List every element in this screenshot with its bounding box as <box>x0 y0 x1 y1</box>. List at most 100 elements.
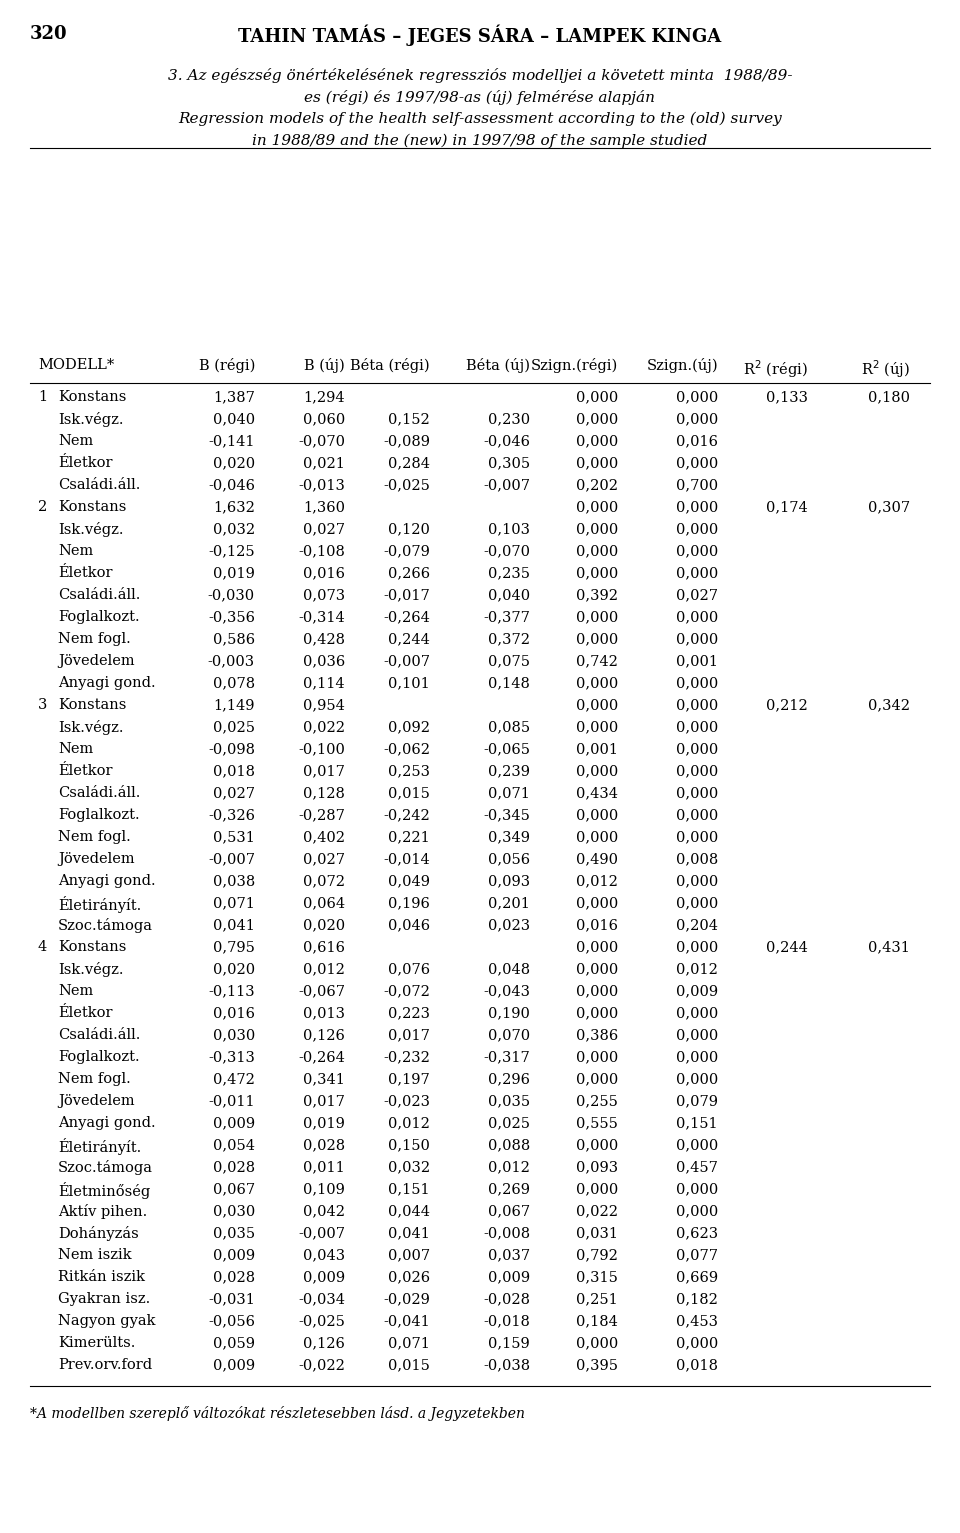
Text: 0,490: 0,490 <box>576 852 618 866</box>
Text: 0,000: 0,000 <box>676 1182 718 1196</box>
Text: 0,531: 0,531 <box>213 829 255 845</box>
Text: 0,120: 0,120 <box>388 523 430 537</box>
Text: *A modellben szereplő változókat részletesebben lásd. a Jegyzetekben: *A modellben szereplő változókat részlet… <box>30 1406 525 1421</box>
Text: -0,070: -0,070 <box>298 434 345 448</box>
Text: -0,313: -0,313 <box>208 1050 255 1064</box>
Text: Isk.végz.: Isk.végz. <box>58 523 124 537</box>
Text: Dohányzás: Dohányzás <box>58 1226 139 1242</box>
Text: in 1988/89 and the (new) in 1997/98 of the sample studied: in 1988/89 and the (new) in 1997/98 of t… <box>252 133 708 149</box>
Text: Családi.áll.: Családi.áll. <box>58 1029 140 1042</box>
Text: -0,041: -0,041 <box>383 1314 430 1328</box>
Text: 0,000: 0,000 <box>576 389 618 405</box>
Text: 0,114: 0,114 <box>303 676 345 690</box>
Text: Konstans: Konstans <box>58 500 127 514</box>
Text: 0,000: 0,000 <box>676 544 718 558</box>
Text: 0,071: 0,071 <box>213 895 255 911</box>
Text: 0,000: 0,000 <box>676 566 718 579</box>
Text: Konstans: Konstans <box>58 698 127 711</box>
Text: B (régi): B (régi) <box>199 359 255 373</box>
Text: -0,011: -0,011 <box>208 1095 255 1108</box>
Text: -0,017: -0,017 <box>383 589 430 602</box>
Text: 0,109: 0,109 <box>303 1182 345 1196</box>
Text: 0,742: 0,742 <box>576 655 618 668</box>
Text: Anyagi gond.: Anyagi gond. <box>58 676 156 690</box>
Text: Anyagi gond.: Anyagi gond. <box>58 1116 156 1130</box>
Text: -0,113: -0,113 <box>208 984 255 998</box>
Text: 0,000: 0,000 <box>676 895 718 911</box>
Text: 0,016: 0,016 <box>213 1006 255 1019</box>
Text: 0,067: 0,067 <box>488 1203 530 1219</box>
Text: 0,000: 0,000 <box>576 1137 618 1151</box>
Text: 0,000: 0,000 <box>676 389 718 405</box>
Text: 0,623: 0,623 <box>676 1226 718 1240</box>
Text: Életkor: Életkor <box>58 455 112 471</box>
Text: 0,030: 0,030 <box>213 1203 255 1219</box>
Text: -0,089: -0,089 <box>383 434 430 448</box>
Text: Szoc.támoga: Szoc.támoga <box>58 918 153 934</box>
Text: es (régi) és 1997/98-as (új) felmérése alapján: es (régi) és 1997/98-as (új) felmérése a… <box>304 90 656 104</box>
Text: 0,000: 0,000 <box>576 1072 618 1085</box>
Text: 0,077: 0,077 <box>676 1248 718 1262</box>
Text: 0,075: 0,075 <box>488 655 530 668</box>
Text: -0,067: -0,067 <box>298 984 345 998</box>
Text: 0,027: 0,027 <box>303 852 345 866</box>
Text: 0,067: 0,067 <box>213 1182 255 1196</box>
Text: 0,009: 0,009 <box>676 984 718 998</box>
Text: -0,287: -0,287 <box>299 808 345 822</box>
Text: 0,180: 0,180 <box>868 389 910 405</box>
Text: -0,356: -0,356 <box>208 610 255 624</box>
Text: 0,197: 0,197 <box>388 1072 430 1085</box>
Text: 0,028: 0,028 <box>213 1160 255 1174</box>
Text: 0,269: 0,269 <box>488 1182 530 1196</box>
Text: 0,000: 0,000 <box>576 1335 618 1351</box>
Text: -0,072: -0,072 <box>383 984 430 998</box>
Text: 0,012: 0,012 <box>388 1116 430 1130</box>
Text: Isk.végz.: Isk.végz. <box>58 412 124 428</box>
Text: 0,048: 0,048 <box>488 963 530 977</box>
Text: 0,020: 0,020 <box>213 963 255 977</box>
Text: 0,244: 0,244 <box>388 632 430 645</box>
Text: 0,212: 0,212 <box>766 698 808 711</box>
Text: 0,349: 0,349 <box>488 829 530 845</box>
Text: B (új): B (új) <box>304 359 345 373</box>
Text: 0,020: 0,020 <box>213 455 255 471</box>
Text: 0,071: 0,071 <box>388 1335 430 1351</box>
Text: 0,085: 0,085 <box>488 721 530 734</box>
Text: 0,070: 0,070 <box>488 1029 530 1042</box>
Text: 0,009: 0,009 <box>488 1269 530 1285</box>
Text: -0,029: -0,029 <box>383 1292 430 1306</box>
Text: Regression models of the health self-assessment according to the (old) survey: Regression models of the health self-ass… <box>179 112 781 126</box>
Text: Jövedelem: Jövedelem <box>58 1095 134 1108</box>
Text: 0,386: 0,386 <box>576 1029 618 1042</box>
Text: 0,000: 0,000 <box>576 610 618 624</box>
Text: 0,000: 0,000 <box>676 874 718 888</box>
Text: 0,555: 0,555 <box>576 1116 618 1130</box>
Text: -0,043: -0,043 <box>483 984 530 998</box>
Text: -0,098: -0,098 <box>208 742 255 756</box>
Text: 0,428: 0,428 <box>303 632 345 645</box>
Text: 0,013: 0,013 <box>303 1006 345 1019</box>
Text: 0,036: 0,036 <box>302 655 345 668</box>
Text: 3: 3 <box>38 698 47 711</box>
Text: 0,586: 0,586 <box>213 632 255 645</box>
Text: -0,345: -0,345 <box>483 808 530 822</box>
Text: -0,007: -0,007 <box>298 1226 345 1240</box>
Text: -0,023: -0,023 <box>383 1095 430 1108</box>
Text: -0,013: -0,013 <box>299 478 345 492</box>
Text: 0,669: 0,669 <box>676 1269 718 1285</box>
Text: -0,030: -0,030 <box>208 589 255 602</box>
Text: 0,019: 0,019 <box>303 1116 345 1130</box>
Text: 0,000: 0,000 <box>576 963 618 977</box>
Text: Béta (új): Béta (új) <box>466 359 530 373</box>
Text: -0,007: -0,007 <box>208 852 255 866</box>
Text: Nem: Nem <box>58 544 93 558</box>
Text: 0,000: 0,000 <box>576 566 618 579</box>
Text: Isk.végz.: Isk.végz. <box>58 721 124 734</box>
Text: -0,062: -0,062 <box>383 742 430 756</box>
Text: R$^2$ (régi): R$^2$ (régi) <box>743 359 808 380</box>
Text: 0,009: 0,009 <box>302 1269 345 1285</box>
Text: -0,018: -0,018 <box>483 1314 530 1328</box>
Text: 0,012: 0,012 <box>676 963 718 977</box>
Text: 1,360: 1,360 <box>303 500 345 514</box>
Text: R$^2$ (új): R$^2$ (új) <box>861 359 910 380</box>
